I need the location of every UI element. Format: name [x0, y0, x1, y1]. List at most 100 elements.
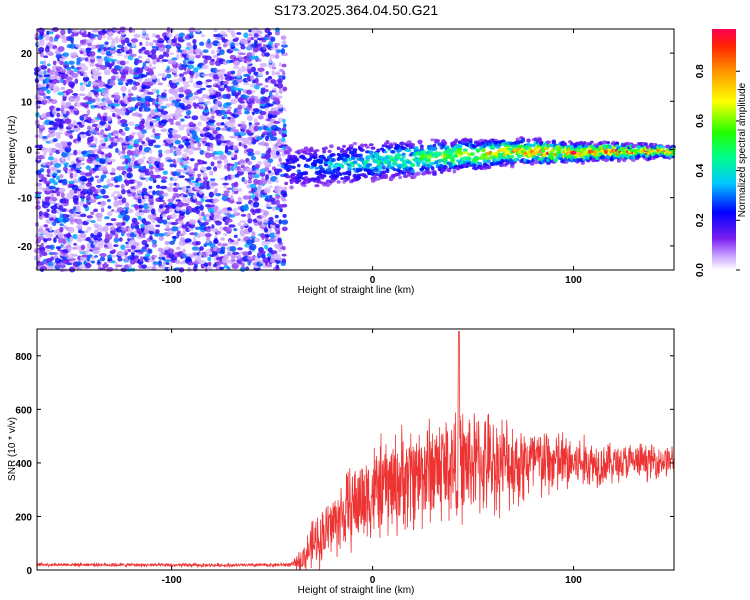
spectrogram-cell	[244, 110, 250, 115]
spectrogram-cell	[106, 36, 113, 41]
spectrogram-cell	[280, 35, 287, 40]
spectrogram-cell	[85, 263, 92, 269]
spectrogram-cell	[152, 190, 156, 196]
spectrogram-cell	[78, 184, 85, 190]
spectrogram-cell	[191, 246, 200, 251]
spectrogram-cell	[154, 160, 161, 167]
spectrogram-cell	[171, 60, 177, 65]
spectrogram-cell	[140, 177, 147, 181]
spectrogram-cell	[205, 85, 212, 88]
spectrogram-cell	[232, 187, 239, 192]
spectrogram-cell	[230, 70, 236, 75]
spectrogram-cell	[88, 51, 96, 57]
spectrogram-cell	[174, 193, 181, 198]
spectrogram-cell	[275, 223, 280, 229]
spectrogram-cell	[175, 169, 182, 173]
spectrogram-cell	[250, 75, 255, 81]
spectrogram-cell	[385, 168, 390, 174]
spectrogram-cell	[120, 122, 129, 128]
spectrogram-cell	[125, 202, 130, 208]
spectrogram-cell	[76, 66, 82, 70]
spectrogram-cell	[41, 147, 49, 153]
spectrogram-cell	[195, 208, 200, 215]
spectrogram-cell	[155, 89, 160, 95]
spectrogram-cell	[172, 195, 176, 200]
spectrogram-cell	[141, 264, 148, 269]
spectrogram-cell	[223, 190, 231, 194]
spectrogram-cell	[199, 231, 206, 238]
spectrogram-cell	[371, 171, 375, 175]
spectrogram-cell	[304, 150, 309, 155]
spectrogram-cell	[78, 150, 82, 156]
spectrogram-cell	[176, 157, 181, 164]
spectrogram-cell	[271, 66, 277, 70]
spectrogram-cell	[508, 147, 513, 151]
spectrogram-cell	[397, 163, 403, 167]
spectrogram-cell	[124, 37, 130, 44]
spectrogram-cell	[249, 183, 257, 188]
spectrogram-cell	[301, 156, 307, 160]
spectrogram-cell	[243, 32, 249, 38]
spectrogram-cell	[268, 216, 274, 221]
spectrogram-cell	[332, 177, 338, 181]
spectrogram-cell	[200, 33, 206, 38]
spectrogram-cell	[90, 233, 95, 238]
spectrogram-cell	[88, 198, 97, 203]
spectrogram-cell	[238, 52, 246, 56]
spectrogram-cell	[305, 164, 311, 169]
spectrogram-cell	[459, 152, 464, 156]
spectrogram-cell	[247, 226, 253, 233]
spectrogram-cell	[278, 129, 283, 135]
spectrogram-cell	[465, 165, 469, 168]
spectrogram-cell	[199, 204, 204, 211]
spectrogram-cell	[529, 162, 535, 166]
spectrogram-cell	[188, 121, 194, 126]
spectrogram-cell	[178, 144, 184, 149]
spectrogram-cell	[381, 170, 386, 175]
spectrogram-cell	[139, 41, 143, 46]
spectrogram-cell	[510, 155, 515, 159]
spectrogram-cell	[117, 150, 121, 156]
snr-series-line	[37, 331, 674, 570]
spectrogram-cell	[226, 150, 232, 156]
spectrogram-cell	[194, 226, 201, 231]
spectrogram-cell	[250, 187, 256, 193]
spectrogram-cell	[141, 129, 147, 134]
spectrogram-cell	[391, 161, 398, 166]
spectrogram-cell	[541, 160, 545, 164]
spectrogram-cell	[470, 152, 475, 156]
spectrogram-cell	[178, 175, 185, 179]
spectrogram-cell	[79, 264, 84, 270]
spectrogram-cell	[226, 109, 231, 113]
spectrogram-cell	[370, 146, 376, 150]
spectrogram-cell	[141, 74, 148, 78]
spectrogram-cell	[99, 158, 106, 163]
spectrogram-cell	[217, 42, 222, 46]
spectrogram-cell	[48, 51, 54, 56]
spectrogram-cell	[510, 164, 515, 169]
spectrogram-cell	[75, 188, 82, 192]
spectrogram-cell	[246, 89, 253, 95]
spectrogram-cell	[61, 208, 68, 213]
spectrogram-cell	[95, 184, 102, 188]
snr-x-ticks: -100 0 100	[162, 329, 582, 586]
snr-frame	[36, 328, 675, 571]
spectrogram-cell	[654, 155, 660, 159]
spectrogram-cell	[69, 105, 75, 110]
spectrogram-cell	[125, 60, 129, 65]
spectrogram-cell	[336, 180, 341, 184]
spectrogram-cell	[52, 157, 59, 164]
spectrogram-cell	[97, 231, 103, 238]
spectrogram-cell	[238, 67, 242, 73]
spectrogram-cell	[40, 86, 49, 91]
spectrogram-cell	[152, 239, 157, 245]
spectrogram-cell	[212, 129, 218, 135]
spectrogram-cell	[166, 48, 170, 53]
spectrogram-x-tick-label: 0	[370, 275, 376, 286]
spectrogram-cell	[198, 105, 204, 110]
spectrogram-cell	[189, 31, 194, 37]
spectrogram-cell	[267, 158, 274, 163]
snr-y-tick-label: 600	[15, 405, 32, 416]
spectrogram-cell	[182, 80, 189, 85]
spectrogram-cell	[365, 155, 370, 159]
